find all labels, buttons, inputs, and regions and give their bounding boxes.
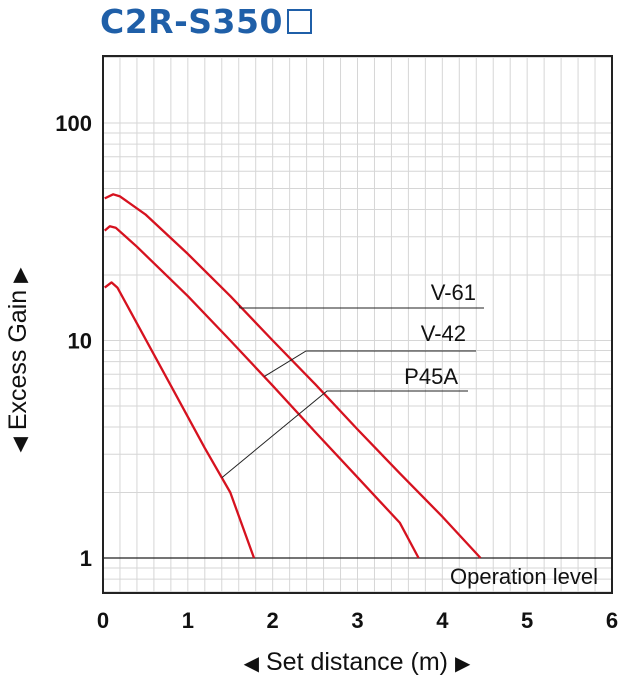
leader-line-p45a xyxy=(221,390,468,479)
series-label-p45a: P45A xyxy=(404,364,458,389)
y-arrow-up-icon: ▶ xyxy=(9,267,31,283)
grid-lines xyxy=(103,56,612,593)
x-tick-label: 1 xyxy=(182,608,194,633)
x-axis-title: ◀ Set distance (m) ▶ xyxy=(244,648,471,676)
label-leaders: V-61 V-42 P45A xyxy=(221,280,484,479)
x-tick-label: 0 xyxy=(97,608,109,633)
y-arrow-down-icon: ◀ xyxy=(9,437,31,453)
chart-title-text: C2R-S350 xyxy=(100,2,283,41)
y-tick-label: 10 xyxy=(68,329,92,354)
leader-line-v-42 xyxy=(263,350,476,378)
series-line-p45a xyxy=(104,281,256,559)
chart-title: C2R-S350 xyxy=(100,2,312,41)
leader-line-v-61 xyxy=(238,304,484,309)
plot-frame xyxy=(102,55,613,594)
series-lines xyxy=(103,193,482,559)
x-tick-label: 3 xyxy=(351,608,363,633)
x-arrow-left-icon: ◀ xyxy=(244,653,260,675)
x-arrow-right-icon: ▶ xyxy=(455,653,471,675)
series-line-v-61 xyxy=(104,193,482,559)
y-tick-label: 100 xyxy=(55,111,92,136)
x-tick-label: 6 xyxy=(606,608,618,633)
series-label-v-61: V-61 xyxy=(431,280,476,305)
title-square-glyph xyxy=(286,9,312,34)
x-axis-label: Set distance (m) xyxy=(266,648,448,676)
operation-level-label: Operation level xyxy=(450,564,598,589)
series-label-v-42: V-42 xyxy=(421,321,466,346)
x-tick-label: 4 xyxy=(436,608,449,633)
x-tick-label: 2 xyxy=(267,608,279,633)
series-line-v-42 xyxy=(103,225,420,559)
operation-level: Operation level xyxy=(103,557,612,589)
tick-labels: 0 1 2 3 4 5 6 1 10 100 xyxy=(55,111,618,633)
y-axis-title: ◀ Excess Gain ▶ xyxy=(4,267,32,453)
y-axis-label: Excess Gain xyxy=(4,290,32,430)
x-tick-label: 5 xyxy=(521,608,533,633)
y-tick-label: 1 xyxy=(80,546,92,571)
